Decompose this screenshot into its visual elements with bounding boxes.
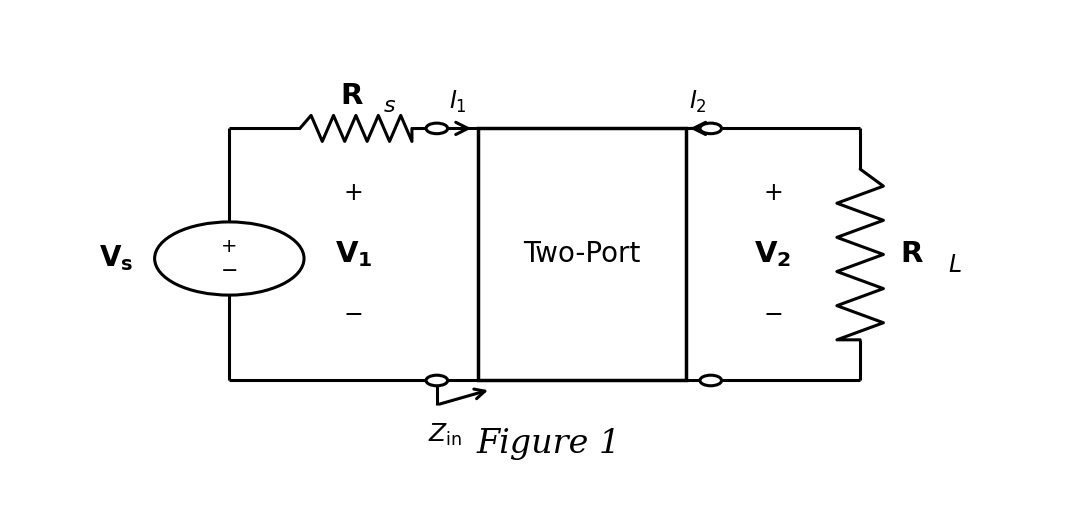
Text: −: −: [344, 304, 364, 327]
Text: $\mathbf{R}$: $\mathbf{R}$: [900, 240, 924, 268]
Circle shape: [700, 123, 722, 134]
Text: Two-Port: Two-Port: [524, 240, 640, 268]
Text: $s$: $s$: [382, 96, 395, 116]
Bar: [479, 128, 685, 381]
Text: −: −: [764, 304, 783, 327]
Text: $L$: $L$: [948, 252, 962, 277]
Text: $I_1$: $I_1$: [449, 89, 467, 115]
Text: $\mathbf{R}$: $\mathbf{R}$: [340, 82, 364, 110]
Text: +: +: [221, 237, 238, 256]
Text: $\mathbf{V_s}$: $\mathbf{V_s}$: [100, 243, 134, 274]
Circle shape: [700, 375, 722, 386]
Text: $\mathbf{V_2}$: $\mathbf{V_2}$: [754, 240, 791, 269]
Text: Figure 1: Figure 1: [477, 428, 621, 460]
Circle shape: [426, 375, 448, 386]
Text: +: +: [344, 182, 364, 205]
Text: $\mathbf{V_1}$: $\mathbf{V_1}$: [335, 240, 373, 269]
Circle shape: [154, 222, 304, 295]
Circle shape: [426, 123, 448, 134]
Text: −: −: [221, 261, 238, 281]
Text: $Z_{\mathrm{in}}$: $Z_{\mathrm{in}}$: [428, 422, 463, 448]
Text: +: +: [764, 182, 783, 205]
Text: $I_2$: $I_2$: [690, 89, 707, 115]
